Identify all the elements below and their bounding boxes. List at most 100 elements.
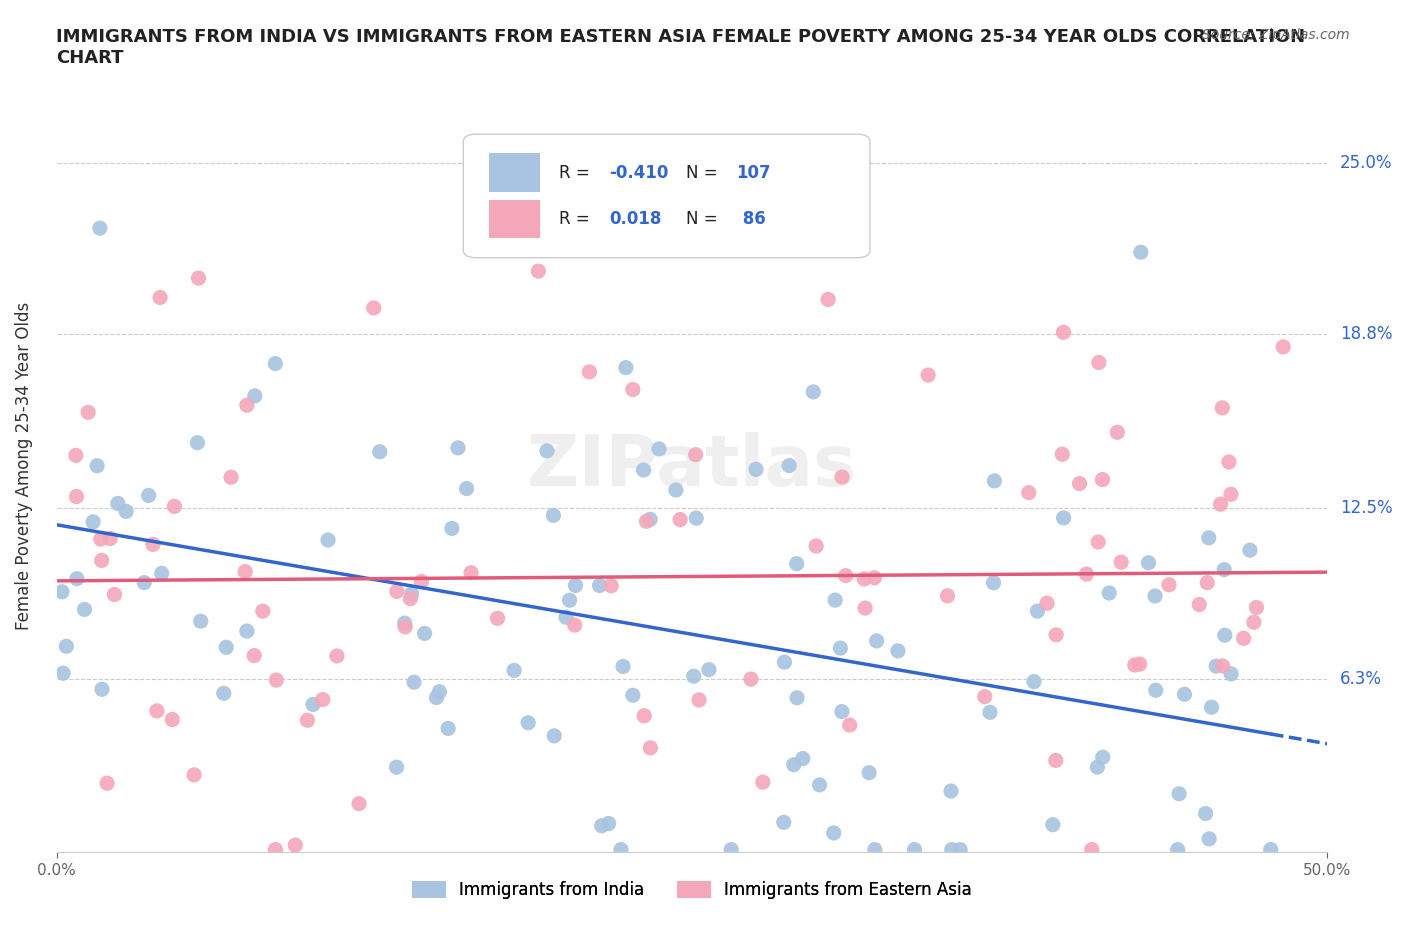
Point xyxy=(1088,355,1111,370)
Point xyxy=(316,533,339,548)
Point xyxy=(830,641,852,656)
Text: 107: 107 xyxy=(737,164,770,181)
Point xyxy=(983,473,1005,488)
Point xyxy=(1069,476,1091,491)
Point xyxy=(1197,576,1219,591)
Point xyxy=(1213,628,1236,643)
Text: R =: R = xyxy=(558,164,595,181)
Point xyxy=(973,689,995,704)
Bar xyxy=(489,153,540,193)
Point xyxy=(831,470,853,485)
Point xyxy=(600,578,623,593)
Point xyxy=(903,843,925,857)
Point xyxy=(949,843,972,857)
Point xyxy=(326,648,349,663)
Point xyxy=(1143,589,1166,604)
Point xyxy=(633,709,655,724)
Y-axis label: Female Poverty Among 25-34 Year Olds: Female Poverty Among 25-34 Year Olds xyxy=(15,302,32,631)
Point xyxy=(394,616,416,631)
Point xyxy=(425,690,447,705)
Point xyxy=(1211,401,1233,416)
Point xyxy=(486,611,509,626)
Text: ZIPatlas: ZIPatlas xyxy=(527,432,858,500)
Point xyxy=(858,765,880,780)
Point xyxy=(1239,543,1261,558)
Point xyxy=(555,610,578,625)
Point xyxy=(1107,425,1129,440)
Point xyxy=(1098,586,1121,601)
Point xyxy=(1085,760,1108,775)
Point xyxy=(564,578,586,593)
Bar xyxy=(489,200,540,238)
Point xyxy=(66,571,89,586)
Text: IMMIGRANTS FROM INDIA VS IMMIGRANTS FROM EASTERN ASIA FEMALE POVERTY AMONG 25-34: IMMIGRANTS FROM INDIA VS IMMIGRANTS FROM… xyxy=(56,28,1305,67)
Point xyxy=(1081,843,1104,857)
Point xyxy=(162,712,184,727)
Point xyxy=(264,356,287,371)
Point xyxy=(503,663,526,678)
Point xyxy=(1198,530,1220,545)
Point xyxy=(831,704,853,719)
Point xyxy=(786,556,808,571)
Point xyxy=(1205,658,1227,673)
Text: 18.8%: 18.8% xyxy=(1340,325,1393,343)
Point xyxy=(134,575,156,590)
Point xyxy=(236,398,259,413)
Point xyxy=(865,633,887,648)
Point xyxy=(682,669,704,684)
Point xyxy=(1036,596,1059,611)
Text: Source: ZipAtlas.com: Source: ZipAtlas.com xyxy=(1202,28,1350,42)
Point xyxy=(1087,535,1109,550)
Point xyxy=(1246,600,1268,615)
Point xyxy=(1091,472,1114,487)
Point xyxy=(1137,555,1160,570)
Point xyxy=(363,300,385,315)
Text: R =: R = xyxy=(558,210,595,228)
Text: -0.410: -0.410 xyxy=(609,164,669,181)
Point xyxy=(1232,631,1254,645)
Point xyxy=(983,576,1005,591)
Point xyxy=(778,458,800,473)
Point xyxy=(411,574,433,589)
Point xyxy=(73,602,96,617)
Point xyxy=(385,584,408,599)
Point xyxy=(1109,555,1132,570)
Point xyxy=(1091,750,1114,764)
Point xyxy=(243,389,266,404)
Point xyxy=(536,444,558,458)
Point xyxy=(612,659,634,674)
Point xyxy=(685,511,707,525)
Point xyxy=(1260,843,1282,857)
Point xyxy=(786,690,808,705)
Point xyxy=(614,360,637,375)
Point xyxy=(236,624,259,639)
Point xyxy=(665,483,688,498)
Point xyxy=(669,512,692,527)
Point xyxy=(402,675,425,690)
Point xyxy=(1052,325,1074,339)
Point xyxy=(1220,667,1243,682)
Point xyxy=(394,619,416,634)
Point xyxy=(1022,674,1045,689)
Point xyxy=(558,592,581,607)
Point xyxy=(1198,831,1220,846)
Point xyxy=(685,447,707,462)
Point xyxy=(621,382,644,397)
Point xyxy=(401,587,423,602)
Point xyxy=(183,767,205,782)
Point xyxy=(720,843,742,857)
Point xyxy=(1042,817,1064,832)
Point xyxy=(838,718,860,733)
Point xyxy=(186,435,208,450)
Point xyxy=(89,220,111,235)
Point xyxy=(264,843,287,857)
Point xyxy=(1052,511,1074,525)
Point xyxy=(212,685,235,700)
Point xyxy=(146,703,169,718)
Point xyxy=(936,589,959,604)
Point xyxy=(792,751,814,766)
Text: 25.0%: 25.0% xyxy=(1340,153,1393,172)
Point xyxy=(1026,604,1049,618)
Point xyxy=(745,462,768,477)
Point xyxy=(939,784,962,799)
